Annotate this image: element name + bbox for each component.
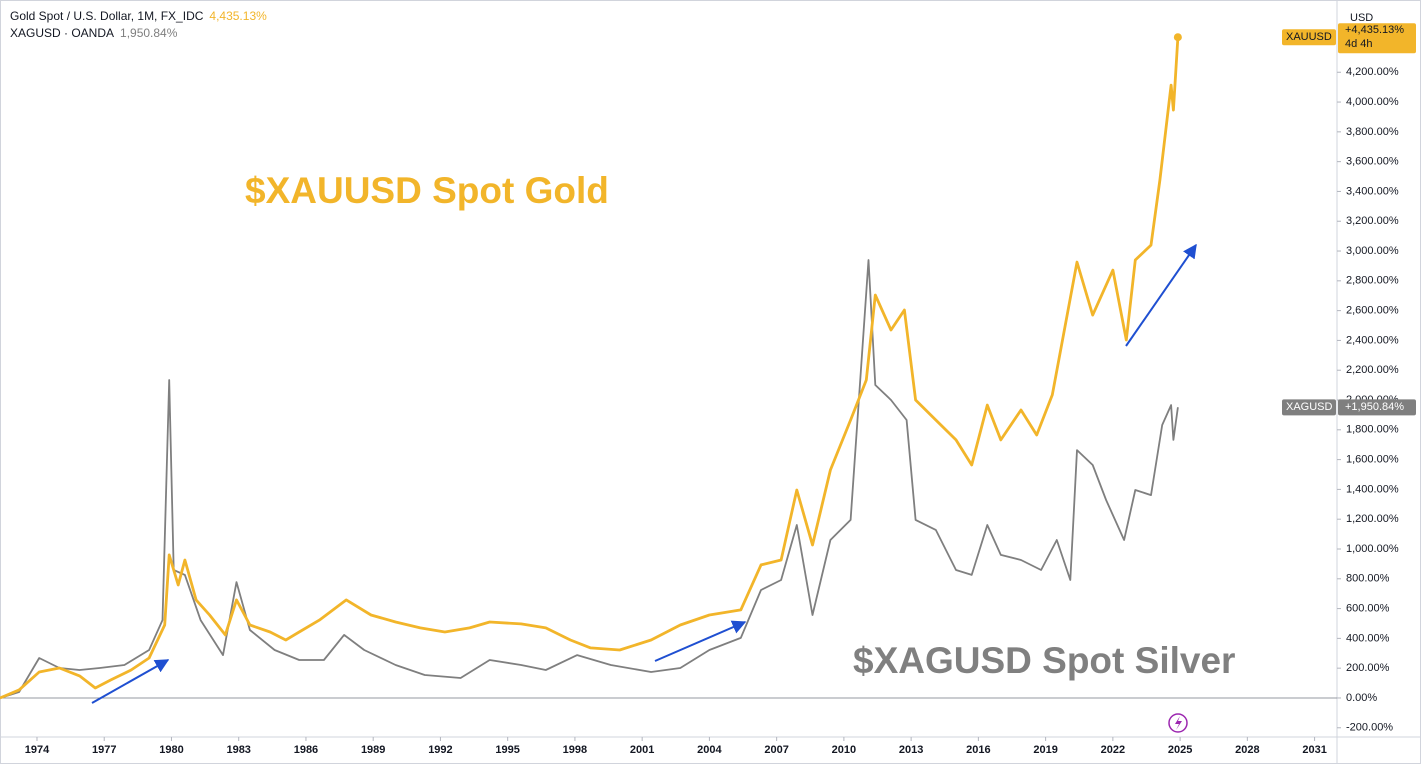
- y-tick-label: 1,200.00%: [1346, 513, 1399, 525]
- last-point: [1173, 33, 1182, 42]
- y-tick-label: 3,400.00%: [1346, 185, 1399, 197]
- y-tick-label: 800.00%: [1346, 573, 1390, 585]
- x-tick-label: 2019: [1033, 744, 1057, 756]
- y-tick-label: 3,800.00%: [1346, 126, 1399, 138]
- y-tick-label: 0.00%: [1346, 692, 1377, 704]
- x-tick-label: 2031: [1302, 744, 1326, 756]
- y-tick-label: 1,400.00%: [1346, 483, 1399, 495]
- legend-name: Gold Spot / U.S. Dollar, 1M, FX_IDC: [10, 9, 204, 23]
- y-tick-label: 4,200.00%: [1346, 66, 1399, 78]
- legend-value: 4,435.13%: [209, 9, 267, 23]
- value-badge: [1338, 23, 1416, 54]
- value-badge: [1338, 399, 1416, 416]
- x-tick-label: 1983: [226, 744, 250, 756]
- y-tick-label: 3,200.00%: [1346, 215, 1399, 227]
- x-tick-label: 2007: [764, 744, 788, 756]
- legend: Gold Spot / U.S. Dollar, 1M, FX_IDC 4,435…: [10, 9, 267, 40]
- currency-label: USD: [1350, 12, 1373, 24]
- y-tick-label: 4,000.00%: [1346, 96, 1399, 108]
- x-tick-label: 1974: [25, 744, 50, 756]
- value-badge-label: +1,950.84%: [1345, 401, 1404, 413]
- y-tick-label: 400.00%: [1346, 632, 1390, 644]
- y-tick-label: 2,600.00%: [1346, 305, 1399, 317]
- x-tick-label: 2016: [966, 744, 990, 756]
- arrow: [1125, 243, 1197, 347]
- series-line: [0, 259, 1179, 699]
- y-tick-label: 3,600.00%: [1346, 156, 1399, 168]
- x-tick-label: 2022: [1101, 744, 1125, 756]
- x-tick-label: 2010: [832, 744, 856, 756]
- symbol-badge-label: XAGUSD: [1286, 401, 1333, 413]
- symbol-badge-label: XAUUSD: [1286, 31, 1332, 43]
- x-tick-label: 2028: [1235, 744, 1259, 756]
- x-tick-label: 1992: [428, 744, 452, 756]
- x-tick-label: 1980: [159, 744, 183, 756]
- y-tick-label: 1,800.00%: [1346, 424, 1399, 436]
- legend-name: XAGUSD · OANDA: [10, 26, 114, 40]
- x-tick-label: 1998: [563, 744, 587, 756]
- x-tick-label: 2025: [1168, 744, 1192, 756]
- x-tick-label: 1977: [92, 744, 116, 756]
- x-tick-label: 2001: [630, 744, 654, 756]
- x-tick-label: 1989: [361, 744, 385, 756]
- y-tick-label: 600.00%: [1346, 602, 1390, 614]
- legend-value: 1,950.84%: [120, 26, 178, 40]
- silver-annotation: $XAGUSD Spot Silver: [853, 640, 1235, 681]
- symbol-badge: [1282, 399, 1336, 416]
- x-tick-label: 2013: [899, 744, 923, 756]
- countdown-label: 4d 4h: [1345, 38, 1373, 50]
- y-tick-label: 1,000.00%: [1346, 543, 1399, 555]
- arrow: [654, 620, 747, 662]
- symbol-badge: [1282, 29, 1336, 46]
- y-tick-label: 2,400.00%: [1346, 334, 1399, 346]
- x-tick-label: 1986: [294, 744, 318, 756]
- y-tick-label: 2,200.00%: [1346, 364, 1399, 376]
- y-tick-label: -200.00%: [1346, 722, 1393, 734]
- lines: [0, 33, 1182, 700]
- lightning-icon: [1168, 713, 1188, 733]
- x-tick-label: 1995: [495, 744, 519, 756]
- x-tick-label: 2004: [697, 744, 722, 756]
- y-tick-label: 3,000.00%: [1346, 245, 1399, 257]
- y-tick-label: 200.00%: [1346, 662, 1390, 674]
- gold-annotation: $XAUUSD Spot Gold: [245, 170, 609, 211]
- badges: XAUUSD +4,435.13% 4d 4h XAGUSD +1,950.84%: [1282, 23, 1416, 416]
- series-line: [0, 37, 1180, 700]
- y-tick-label: 2,800.00%: [1346, 275, 1399, 287]
- value-badge-label: +4,435.13%: [1345, 24, 1404, 36]
- y-tick-label: 1,600.00%: [1346, 454, 1399, 466]
- arrow: [91, 659, 170, 704]
